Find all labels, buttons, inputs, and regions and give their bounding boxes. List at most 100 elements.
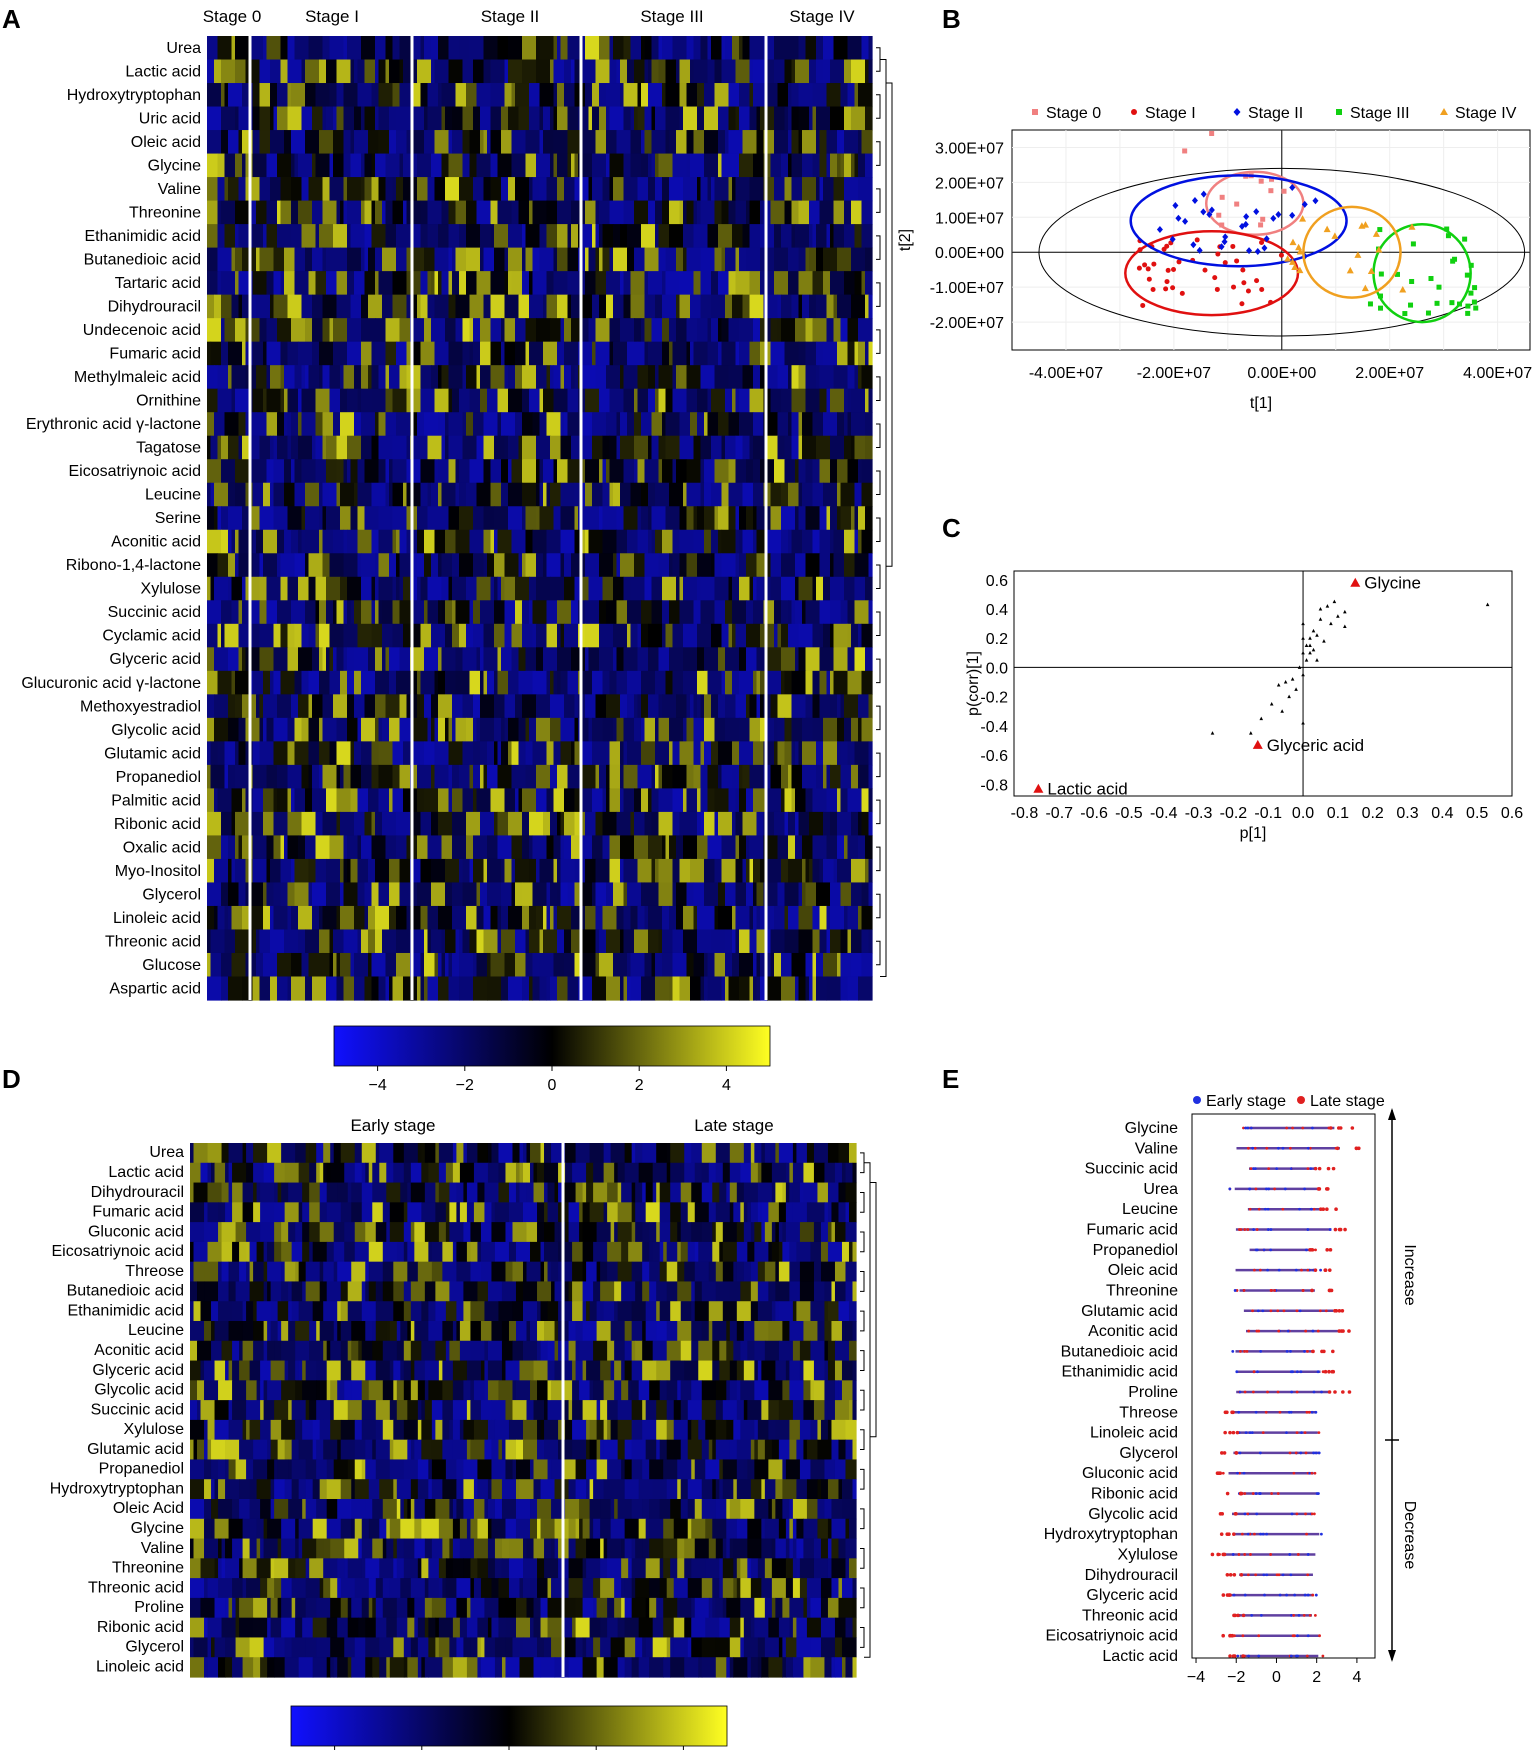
heatmap-cell [386,1321,391,1342]
heatmap-cell [525,647,537,672]
heatmap-cell [840,976,849,1001]
heatmap-cell [235,482,247,507]
heatmap-cell [459,1321,472,1342]
heatmap-cell [326,576,341,601]
heatmap-cell [424,1222,440,1243]
heatmap-cell [361,929,369,954]
heatmap-cell [466,835,474,860]
heatmap-cell [644,576,653,601]
heatmap-cell [592,153,607,178]
heatmap-cell [830,694,838,719]
heatmap-cell [798,130,803,155]
heatmap-cell [697,694,702,719]
heatmap-cell [438,482,443,507]
heatmap-cell [680,1182,692,1203]
heatmap-cell [603,1162,615,1184]
heatmap-cell [806,1479,819,1500]
heatmap-cell [259,247,275,272]
heatmap-cell [308,694,313,719]
heatmap-cell [452,788,464,813]
heatmap-cell [844,177,859,202]
heatmap-cell [847,459,859,484]
heatmap-cell [651,59,660,84]
heatmap-cell [267,1281,272,1302]
heatmap-cell [368,365,373,390]
heatmap-cell [529,976,534,1001]
heatmap-cell [428,1321,443,1342]
heatmap-cell [231,670,236,695]
heatmap-cell [722,1479,734,1500]
heatmap-cell [740,1419,755,1441]
heatmap-cell [207,294,215,319]
heatmap-cell [207,271,219,296]
heatmap-cell [529,905,537,931]
heatmap-cell [718,694,726,719]
heatmap-cell [656,1301,661,1322]
heatmap-cell [677,1261,685,1283]
heatmap-cell [595,318,611,343]
heatmap-cell [473,1499,486,1520]
heatmap-cell [438,1518,454,1540]
heatmap-cell [564,365,572,390]
heatmap-cell [246,1222,261,1243]
heatmap-cell [410,1380,419,1401]
heatmap-cell [865,506,873,531]
heatmap-cell [669,976,674,1001]
heatmap-cell [760,858,768,884]
heatmap-cell [732,929,737,954]
heatmap-cell [609,247,614,272]
heatmap-cell [365,1499,373,1520]
heatmap-cell [508,741,513,766]
heatmap-cell [326,600,334,625]
heatmap-cell [266,858,271,884]
row-label: Uric acid [139,110,201,127]
heatmap-cell [844,153,852,178]
heatmap-cell [459,1518,468,1540]
heatmap-cell [518,106,530,131]
heatmap-cell [378,741,394,766]
point-stage-iii [1428,276,1434,282]
heatmap-cell [809,59,817,84]
heatmap-cell [820,1241,829,1263]
heatmap-cell [487,1162,500,1184]
heatmap-cell [672,952,688,978]
heatmap-cell [385,318,401,343]
heatmap-cell [382,1261,394,1283]
heatmap-cell [581,670,593,695]
legend-marker [1032,109,1038,115]
heatmap-cell [375,1222,387,1243]
heatmap-cell [782,1380,790,1401]
heatmap-cell [694,1301,710,1322]
heatmap-cell [309,1202,321,1223]
heatmap-cell [389,717,401,742]
heatmap-cell [725,600,733,625]
heatmap-cell [259,717,264,742]
heatmap-cell [417,1380,426,1401]
heatmap-cell [494,670,499,695]
heatmap-cell [365,1261,370,1283]
heatmap-cell [757,1182,773,1203]
heatmap-cell [326,459,338,484]
heatmap-cell [368,929,376,954]
heatmap-cell [403,623,415,648]
heatmap-cell [400,1182,408,1203]
heatmap-cell [508,224,523,249]
heatmap-cell [484,1360,489,1381]
row-label: Butanedioic acid [84,252,201,269]
heatmap-cell [697,318,709,343]
heatmap-cell [217,506,222,531]
heatmap-cell [287,36,296,61]
heatmap-cell [858,529,863,554]
heatmap-cell [347,1182,352,1203]
heatmap-cell [218,1499,233,1520]
point-stage-ii [1200,190,1207,198]
heatmap-cell [560,811,565,837]
heatmap-cell [350,459,359,484]
heatmap-cell [747,1202,752,1223]
heatmap-cell [452,553,460,578]
heatmap-cell [637,858,653,884]
heatmap-cell [868,858,873,884]
heatmap-cell [295,1340,310,1362]
heatmap-cell [525,341,530,366]
heatmap-cell [515,318,527,343]
